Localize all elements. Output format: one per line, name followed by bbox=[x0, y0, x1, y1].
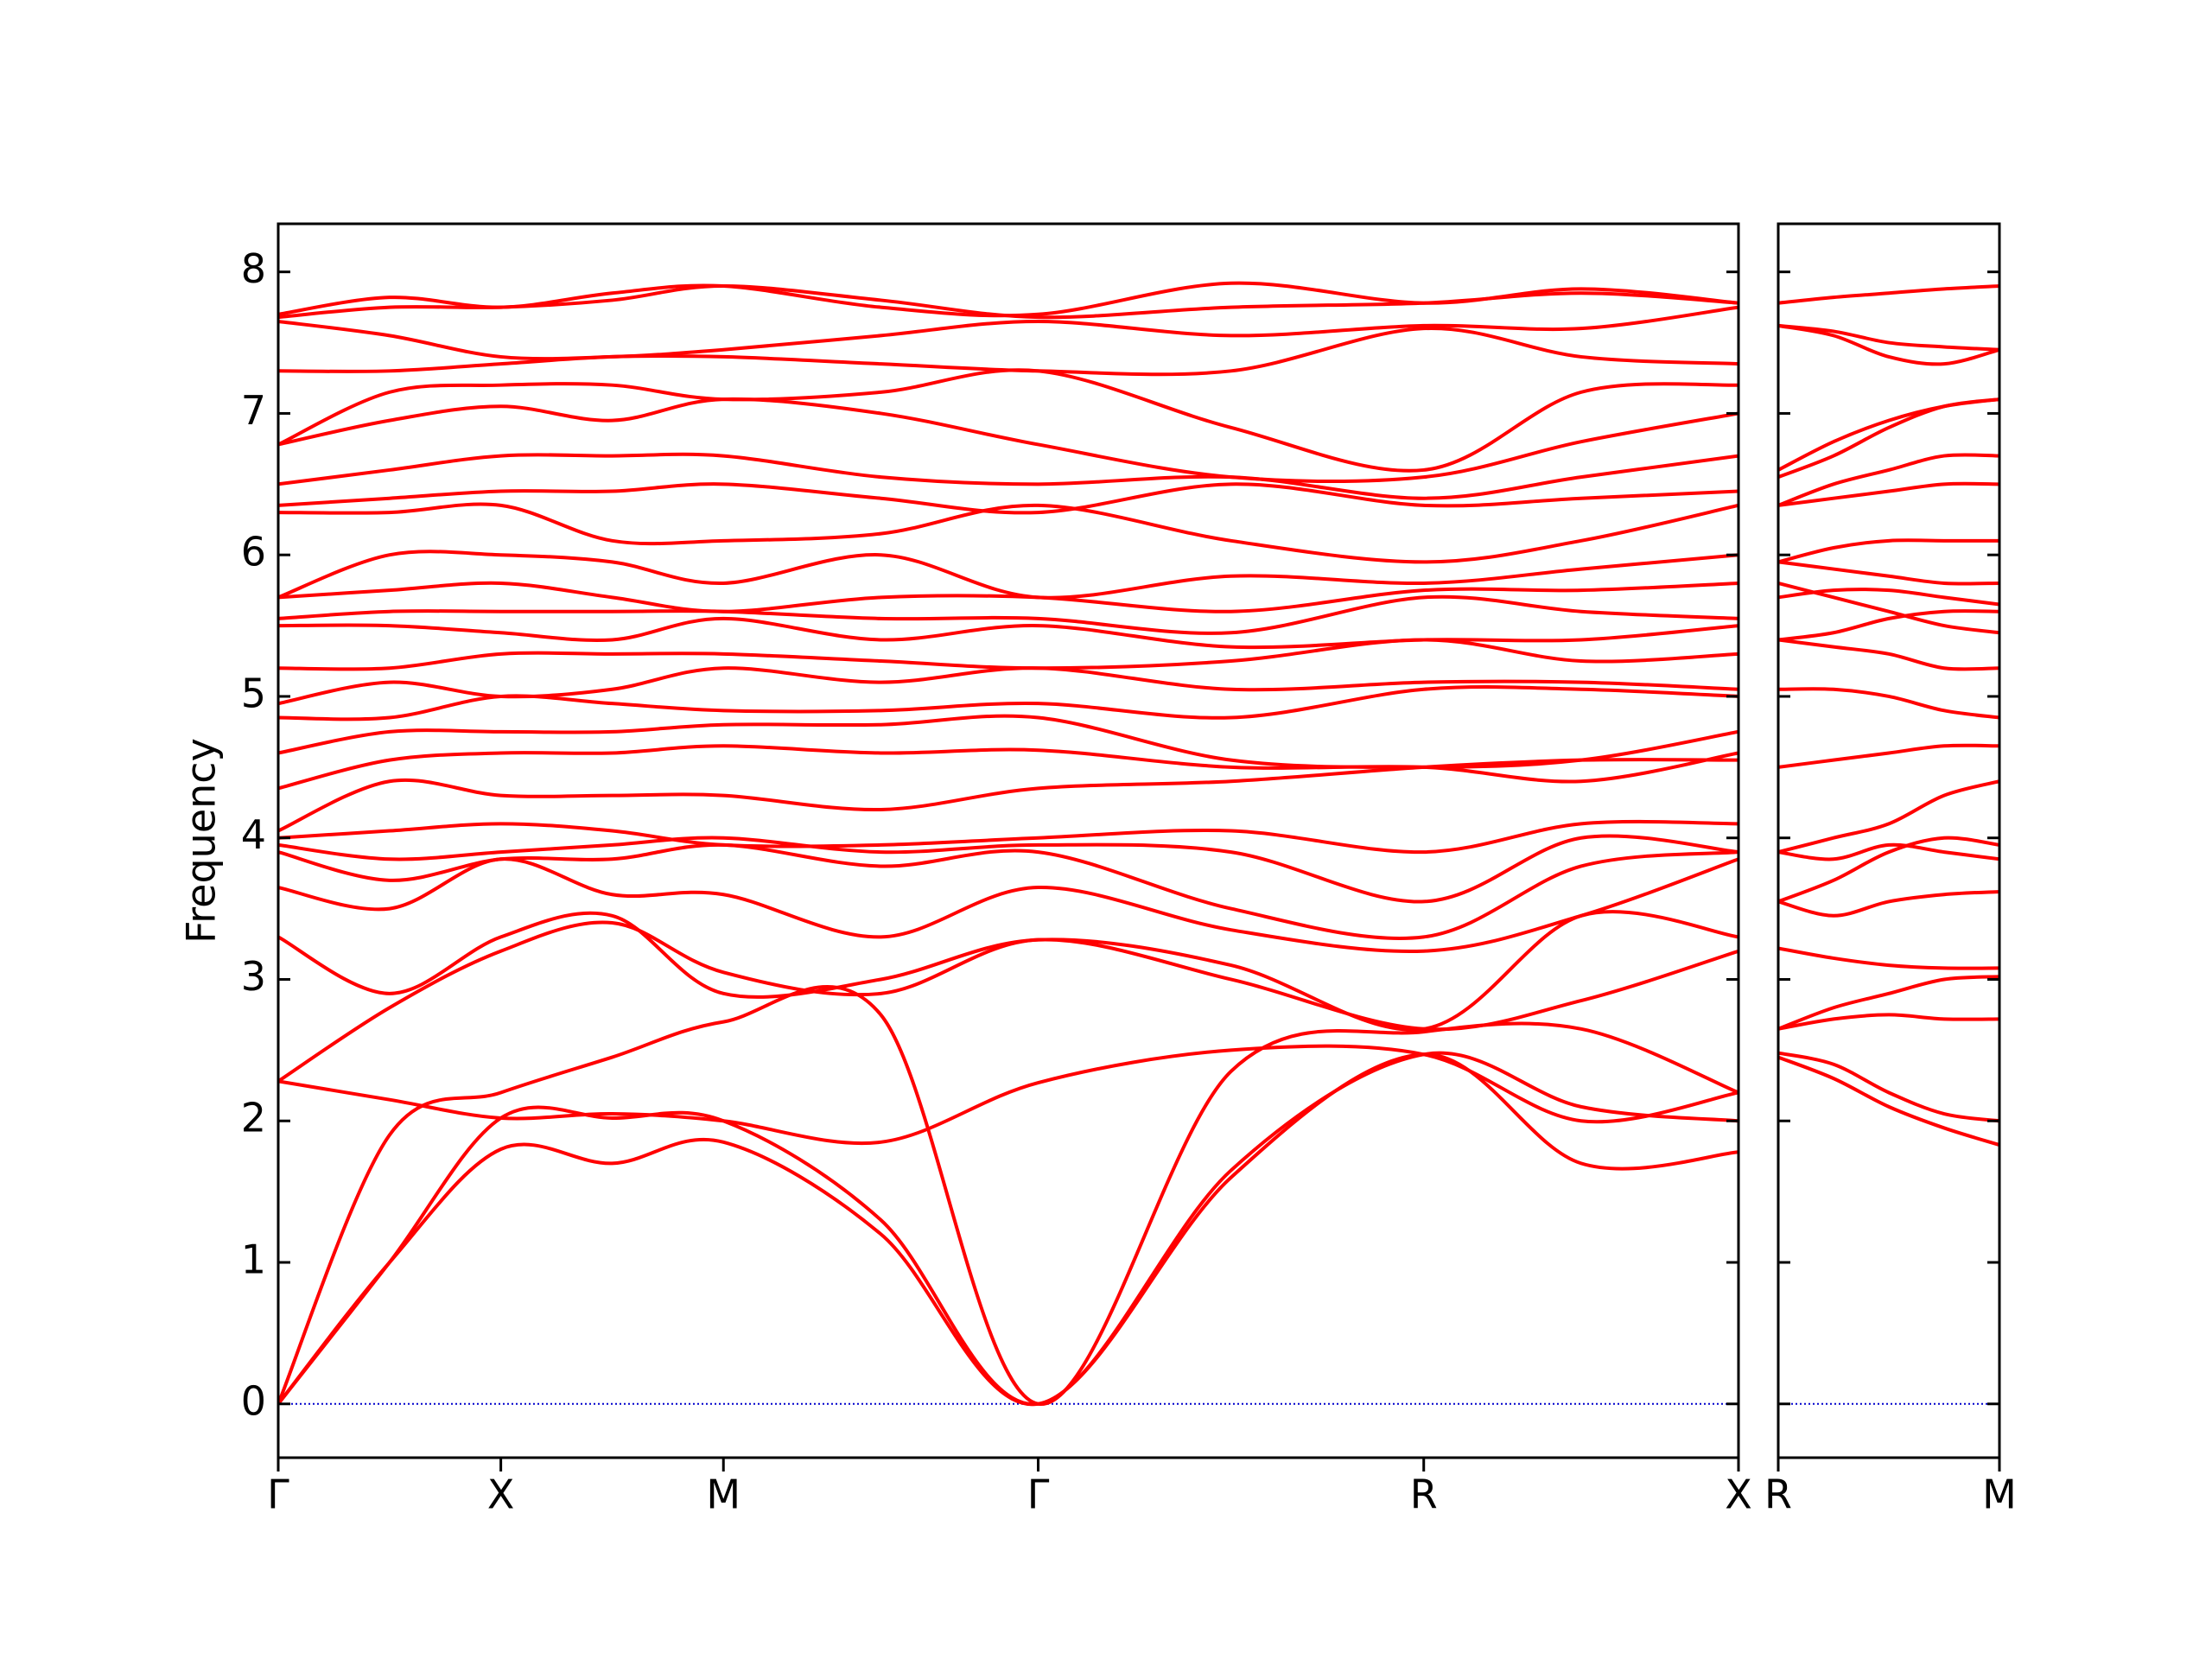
band-line bbox=[278, 594, 1738, 635]
band-line bbox=[278, 1044, 1738, 1146]
band-line bbox=[278, 819, 1738, 855]
band-line bbox=[278, 714, 1738, 769]
band-line bbox=[1778, 1055, 1999, 1147]
band-line bbox=[278, 1052, 1738, 1407]
band-line bbox=[1778, 453, 1999, 507]
band-line bbox=[278, 842, 1738, 940]
band-line bbox=[278, 985, 1738, 1406]
band-line bbox=[1778, 560, 1999, 586]
x-tick-label: M bbox=[1982, 1471, 2017, 1518]
band-line bbox=[278, 1051, 1738, 1406]
band-line bbox=[278, 666, 1738, 706]
y-tick-label: 2 bbox=[241, 1095, 266, 1141]
band-line bbox=[278, 744, 1738, 791]
band-line bbox=[278, 452, 1738, 500]
band-line bbox=[278, 284, 1738, 320]
band-line bbox=[1778, 538, 1999, 564]
band-line bbox=[1778, 397, 1999, 480]
y-tick-label: 1 bbox=[241, 1236, 266, 1283]
band-line bbox=[1778, 779, 1999, 855]
band-line bbox=[278, 368, 1738, 473]
band-line bbox=[1778, 323, 1999, 352]
band-line bbox=[278, 281, 1738, 318]
x-tick-label: R bbox=[1764, 1471, 1792, 1518]
band-line bbox=[1778, 638, 1999, 671]
band-line bbox=[1778, 842, 1999, 861]
plot-area bbox=[1778, 284, 1999, 1405]
band-line bbox=[1778, 582, 1999, 635]
band-line bbox=[278, 502, 1738, 564]
band-line bbox=[278, 638, 1738, 671]
y-tick-label: 3 bbox=[241, 953, 266, 1000]
band-line bbox=[1778, 743, 1999, 769]
band-line bbox=[278, 327, 1738, 377]
band-line bbox=[1778, 889, 1999, 918]
band-line bbox=[1778, 481, 1999, 507]
y-tick-label: 4 bbox=[241, 811, 266, 858]
y-tick-label: 5 bbox=[241, 670, 266, 716]
plot-area bbox=[278, 281, 1738, 1407]
band-line bbox=[1778, 946, 1999, 970]
x-tick-label: R bbox=[1410, 1471, 1438, 1518]
band-line bbox=[278, 616, 1738, 650]
x-tick-label: Γ bbox=[267, 1471, 289, 1518]
band-line bbox=[278, 834, 1738, 904]
x-tick-label: Γ bbox=[1027, 1471, 1050, 1518]
band-line bbox=[1778, 397, 1999, 472]
band-line bbox=[278, 910, 1738, 1032]
band-line bbox=[1778, 687, 1999, 720]
x-tick-label: M bbox=[706, 1471, 741, 1518]
plot-frame bbox=[276, 222, 1740, 1459]
band-line bbox=[1778, 609, 1999, 642]
x-tick-label: X bbox=[487, 1471, 515, 1518]
band-line bbox=[278, 482, 1738, 515]
plot-frame bbox=[1777, 222, 2001, 1459]
band-line bbox=[1778, 1051, 1999, 1123]
band-line bbox=[1778, 323, 1999, 366]
band-line bbox=[1778, 284, 1999, 305]
band-line bbox=[1778, 1013, 1999, 1031]
y-tick-label: 6 bbox=[241, 529, 266, 575]
band-line bbox=[278, 397, 1738, 484]
y-tick-label: 8 bbox=[241, 245, 266, 292]
band-line bbox=[278, 920, 1738, 1084]
band-line bbox=[278, 758, 1738, 833]
band-line bbox=[278, 581, 1738, 613]
band-line bbox=[278, 550, 1738, 600]
y-tick-label: 0 bbox=[241, 1377, 266, 1424]
y-axis-label: Frequency bbox=[178, 738, 225, 944]
band-line bbox=[278, 305, 1738, 361]
x-tick-label: X bbox=[1725, 1471, 1752, 1518]
band-line bbox=[1778, 975, 1999, 1031]
band-line bbox=[1778, 836, 1999, 904]
y-tick-label: 7 bbox=[241, 387, 266, 434]
